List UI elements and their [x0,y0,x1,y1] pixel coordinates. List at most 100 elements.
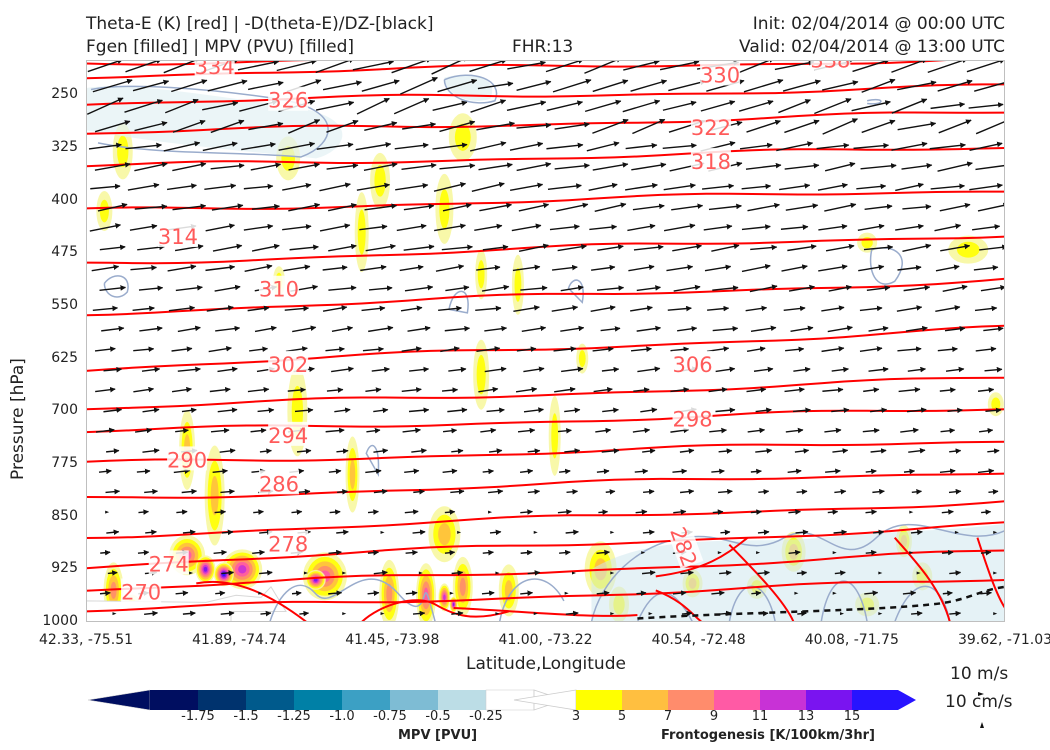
wind-vector [794,448,810,454]
wind-vector [623,60,660,71]
wind-vector [984,366,1003,373]
wind-vector [632,203,665,211]
wind-vector [133,386,155,393]
wind-vector [221,529,234,536]
y-tick-label: 400 [51,191,78,208]
wind-vector [779,183,811,191]
wind-vector [248,121,284,131]
wind-vector [276,60,317,72]
wind-vector [328,590,343,596]
fgen-fill-blob [956,241,980,258]
wind-vector [164,98,199,114]
wind-vector [303,571,308,575]
wind-vector [136,468,151,475]
theta-e-label: 338 [810,60,850,73]
wind-vector [642,448,656,454]
wind-vector [974,81,1005,92]
wind-vector [144,610,159,617]
wind-vector [495,612,500,616]
wind-vector [782,79,821,92]
wind-vector [557,509,572,515]
theta-e-isoline [196,580,308,622]
wind-vector [853,142,890,150]
wind-vector [865,549,877,556]
vector-key-arrow-horizontal [978,692,984,696]
x-tick-label: 39.62, -71.03 [957,632,1050,648]
wind-vector [834,570,846,576]
wind-vector [594,202,627,212]
wind-vector [174,244,204,252]
y-tick-label: 775 [51,454,78,471]
wind-vector [450,488,465,495]
theta-e-isoline [86,83,1005,106]
wind-vector [546,142,584,150]
wind-vector [788,284,816,292]
wind-vector [865,509,878,515]
wind-vector [909,551,914,555]
wind-vector [704,264,732,272]
wind-vector [858,264,885,272]
wind-vector [527,448,541,454]
wind-vector [86,97,124,115]
wind-vector [214,284,241,292]
wind-vector [671,203,704,211]
wind-vector [784,162,820,170]
y-tick-label: 550 [51,296,78,313]
wind-vector [857,223,885,231]
wind-vector [934,223,962,232]
mpv-colorbar-title: MPV [PVU] [398,728,478,743]
wind-vector [554,163,590,170]
mpv-contour [269,578,436,622]
wind-vector [516,80,552,91]
wind-vector [706,346,730,353]
wind-vector [948,488,962,495]
y-tick-label: 925 [51,560,78,577]
mpv-contour [869,247,903,285]
fgen-colorbar-segment [668,690,714,710]
theta-e-label: 334 [195,60,235,79]
wind-vector [796,488,808,495]
wind-vector [670,387,690,393]
wind-vector [584,99,622,113]
wind-vector [903,284,931,292]
fgen-fill-blob [99,199,109,223]
wind-vector [814,98,852,115]
wind-vector [175,285,203,292]
wind-vector [596,468,610,475]
wind-vector [405,549,418,556]
wind-vector [404,284,434,292]
y-tick-label: 1000 [42,613,78,629]
wind-vector [859,346,883,352]
wind-vector [328,243,357,252]
wind-vector [865,468,877,475]
theta-e-label: 314 [158,225,198,249]
wind-vector [557,244,587,252]
wind-vector [861,78,896,93]
mpv-colorbar-tick: -1.25 [277,709,311,724]
wind-vector [356,182,391,191]
wind-vector [172,203,207,211]
wind-vector [94,120,131,133]
wind-vector [204,183,237,191]
wind-vector [797,610,807,617]
wind-vector [790,325,814,333]
wind-vector [565,529,579,536]
wind-vector [975,164,1005,171]
wind-vector [364,121,398,132]
wind-vector [176,509,188,515]
fgen-fill-blob [452,603,455,606]
wind-vector [818,264,848,272]
wind-vector [89,223,122,232]
wind-vector [259,570,273,576]
mpv-contour [820,580,868,622]
wind-vector [241,142,276,151]
wind-vector [632,427,651,434]
theta-e-isoline [86,472,1005,499]
wind-vector [891,60,928,73]
wind-vector [400,305,423,312]
wind-vector [91,264,120,272]
wind-vector [758,489,770,495]
wind-vector [590,305,616,312]
wind-vector [516,346,537,352]
wind-vector [757,529,770,536]
